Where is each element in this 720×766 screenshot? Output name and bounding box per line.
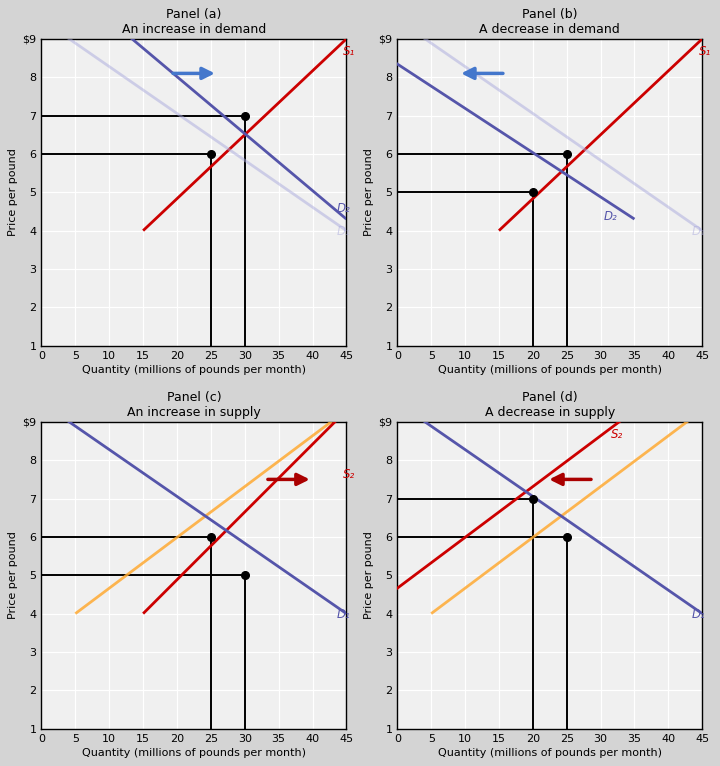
Title: Panel (d)
A decrease in supply: Panel (d) A decrease in supply [485, 391, 615, 419]
Text: S₁: S₁ [343, 44, 355, 57]
Y-axis label: Price per pound: Price per pound [364, 532, 374, 619]
Y-axis label: Price per pound: Price per pound [9, 532, 18, 619]
Text: D₁: D₁ [336, 608, 350, 621]
Y-axis label: Price per pound: Price per pound [9, 149, 18, 236]
Text: S₁: S₁ [699, 44, 711, 57]
X-axis label: Quantity (millions of pounds per month): Quantity (millions of pounds per month) [438, 365, 662, 375]
X-axis label: Quantity (millions of pounds per month): Quantity (millions of pounds per month) [438, 748, 662, 758]
Text: D₁: D₁ [692, 608, 706, 621]
Y-axis label: Price per pound: Price per pound [364, 149, 374, 236]
Title: Panel (a)
An increase in demand: Panel (a) An increase in demand [122, 8, 266, 36]
Title: Panel (b)
A decrease in demand: Panel (b) A decrease in demand [480, 8, 620, 36]
Title: Panel (c)
An increase in supply: Panel (c) An increase in supply [127, 391, 261, 419]
X-axis label: Quantity (millions of pounds per month): Quantity (millions of pounds per month) [82, 365, 306, 375]
Text: D₂: D₂ [604, 210, 618, 222]
Text: S₂: S₂ [611, 427, 623, 440]
Text: D₂: D₂ [336, 202, 350, 214]
Text: D₁: D₁ [692, 225, 706, 238]
Text: S₂: S₂ [343, 468, 355, 481]
Text: D₁: D₁ [336, 225, 350, 238]
X-axis label: Quantity (millions of pounds per month): Quantity (millions of pounds per month) [82, 748, 306, 758]
